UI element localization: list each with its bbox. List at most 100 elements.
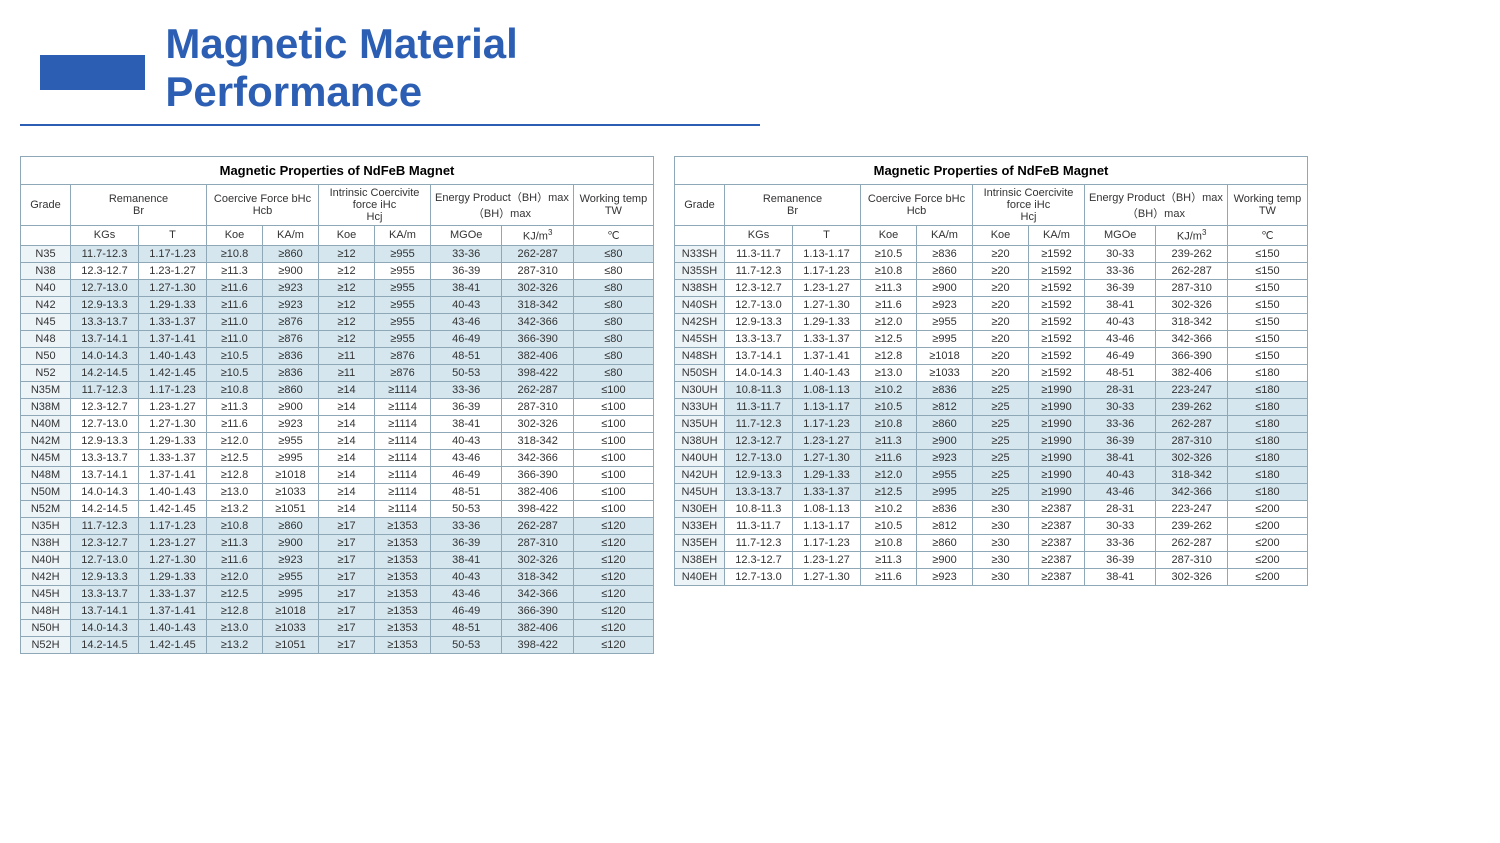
grade-cell: N40M [21, 415, 71, 432]
data-cell: 14.2-14.5 [71, 364, 139, 381]
table-row: N5214.2-14.51.42-1.45≥10.5≥836≥11≥87650-… [21, 364, 654, 381]
data-cell: ≥14 [319, 466, 375, 483]
data-cell: ≥10.8 [207, 517, 263, 534]
grade-cell: N50 [21, 347, 71, 364]
data-cell: 46-49 [1085, 347, 1156, 364]
data-cell: ≥17 [319, 517, 375, 534]
data-cell: ≥1990 [1029, 483, 1085, 500]
data-cell: ≥12.8 [861, 347, 917, 364]
data-cell: 287-310 [502, 534, 573, 551]
data-cell: ≥14 [319, 449, 375, 466]
data-cell: ≥13.0 [861, 364, 917, 381]
data-cell: ≤150 [1227, 296, 1307, 313]
data-cell: ≤200 [1227, 568, 1307, 585]
data-cell: ≥876 [375, 364, 431, 381]
data-cell: ≥995 [263, 449, 319, 466]
data-cell: 11.3-11.7 [725, 245, 793, 262]
data-cell: 1.17-1.23 [139, 517, 207, 534]
data-cell: ≥1990 [1029, 415, 1085, 432]
data-cell: 46-49 [431, 466, 502, 483]
data-cell: ≥11.3 [207, 534, 263, 551]
data-cell: 1.13-1.17 [793, 517, 861, 534]
data-cell: ≥13.0 [207, 619, 263, 636]
grade-cell: N50SH [675, 364, 725, 381]
table-row: N45UH13.3-13.71.33-1.37≥12.5≥995≥25≥1990… [675, 483, 1308, 500]
data-cell: ≥10.5 [207, 364, 263, 381]
data-cell: ≥923 [917, 296, 973, 313]
table-unit-cell: KGs [71, 226, 139, 246]
grade-cell: N45M [21, 449, 71, 466]
data-cell: 287-310 [1156, 432, 1227, 449]
data-cell: 50-53 [431, 636, 502, 653]
data-cell: ≤180 [1227, 398, 1307, 415]
data-cell: 36-39 [1085, 551, 1156, 568]
table-unit-cell: KJ/m3 [502, 226, 573, 246]
grade-cell: N48SH [675, 347, 725, 364]
data-cell: ≥10.5 [861, 398, 917, 415]
data-cell: ≤120 [573, 534, 653, 551]
data-cell: ≥17 [319, 602, 375, 619]
table-row: N38SH12.3-12.71.23-1.27≥11.3≥900≥20≥1592… [675, 279, 1308, 296]
data-cell: ≥10.8 [861, 534, 917, 551]
data-cell: ≥10.8 [861, 262, 917, 279]
data-cell: ≥860 [263, 381, 319, 398]
data-cell: 1.17-1.23 [793, 262, 861, 279]
data-cell: 14.0-14.3 [725, 364, 793, 381]
data-cell: 239-262 [1156, 245, 1227, 262]
grade-cell: N50H [21, 619, 71, 636]
left-table-caption: Magnetic Properties of NdFeB Magnet [20, 156, 654, 184]
data-cell: ≤180 [1227, 415, 1307, 432]
data-cell: ≥20 [973, 279, 1029, 296]
data-cell: ≥1990 [1029, 381, 1085, 398]
data-cell: 14.0-14.3 [71, 347, 139, 364]
data-cell: 1.37-1.41 [139, 466, 207, 483]
data-cell: 366-390 [502, 602, 573, 619]
data-cell: ≥995 [917, 483, 973, 500]
data-cell: 302-326 [502, 415, 573, 432]
data-cell: 36-39 [1085, 279, 1156, 296]
data-cell: 1.42-1.45 [139, 636, 207, 653]
data-cell: 1.27-1.30 [139, 415, 207, 432]
data-cell: ≥1051 [263, 500, 319, 517]
grade-cell: N45SH [675, 330, 725, 347]
data-cell: 1.29-1.33 [139, 432, 207, 449]
data-cell: 342-366 [1156, 483, 1227, 500]
data-cell: 10.8-11.3 [725, 500, 793, 517]
right-table: GradeRemanenceBrCoercive Force bHcHcbInt… [674, 184, 1308, 586]
data-cell: ≤120 [573, 602, 653, 619]
data-cell: 1.13-1.17 [793, 245, 861, 262]
data-cell: 38-41 [1085, 568, 1156, 585]
data-cell: ≥1592 [1029, 296, 1085, 313]
data-cell: 48-51 [431, 347, 502, 364]
data-cell: 11.7-12.3 [725, 534, 793, 551]
table-row: N33EH11.3-11.71.13-1.17≥10.5≥812≥30≥2387… [675, 517, 1308, 534]
data-cell: ≥2387 [1029, 517, 1085, 534]
data-cell: 1.29-1.33 [793, 313, 861, 330]
data-cell: 382-406 [502, 619, 573, 636]
data-cell: 50-53 [431, 500, 502, 517]
data-cell: 38-41 [1085, 296, 1156, 313]
data-cell: ≥10.8 [207, 245, 263, 262]
data-cell: 11.3-11.7 [725, 517, 793, 534]
table-row: N45H13.3-13.71.33-1.37≥12.5≥995≥17≥13534… [21, 585, 654, 602]
data-cell: 1.27-1.30 [793, 296, 861, 313]
data-cell: ≤80 [573, 262, 653, 279]
data-cell: ≥836 [917, 381, 973, 398]
left-table: GradeRemanenceBrCoercive Force bHcHcbInt… [20, 184, 654, 654]
table-header-cell: Working tempTW [1227, 185, 1307, 226]
grade-cell: N40UH [675, 449, 725, 466]
data-cell: 318-342 [1156, 313, 1227, 330]
data-cell: 342-366 [1156, 330, 1227, 347]
data-cell: ≥13.0 [207, 483, 263, 500]
data-cell: 13.3-13.7 [725, 330, 793, 347]
data-cell: 398-422 [502, 636, 573, 653]
table-unit-cell: KJ/m3 [1156, 226, 1227, 246]
grade-cell: N33UH [675, 398, 725, 415]
data-cell: 398-422 [502, 364, 573, 381]
data-cell: ≥1990 [1029, 449, 1085, 466]
data-cell: ≥12.5 [207, 449, 263, 466]
data-cell: ≥1114 [375, 483, 431, 500]
data-cell: ≥900 [917, 279, 973, 296]
data-cell: ≥1353 [375, 636, 431, 653]
data-cell: ≥25 [973, 466, 1029, 483]
